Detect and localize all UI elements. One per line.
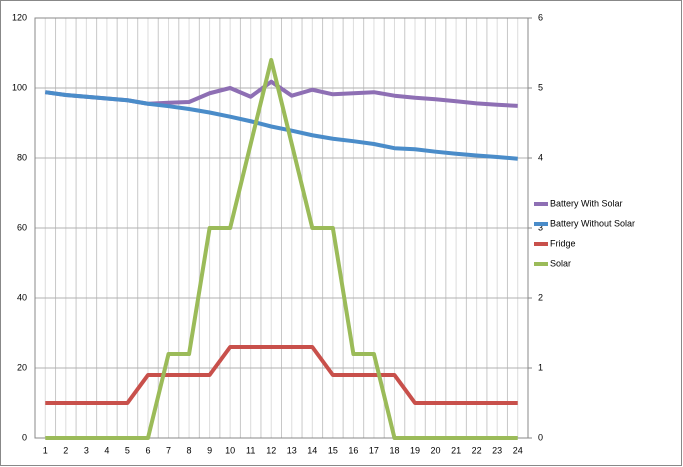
x-tick-label: 1 <box>43 445 48 455</box>
y-tick-label: 80 <box>17 152 27 162</box>
y2-tick-label: 5 <box>538 82 543 92</box>
x-tick-label: 19 <box>410 445 420 455</box>
x-tick-label: 24 <box>513 445 523 455</box>
plot-area <box>34 17 529 439</box>
legend-label: Battery Without Solar <box>550 218 635 228</box>
x-tick-label: 18 <box>389 445 399 455</box>
series-line <box>45 90 518 161</box>
x-tick-label: 10 <box>225 445 235 455</box>
series-line <box>45 58 518 440</box>
x-tick-label: 21 <box>451 445 461 455</box>
y-tick-label: 0 <box>22 432 27 442</box>
x-tick-label: 3 <box>84 445 89 455</box>
y-tick-label: 40 <box>17 292 27 302</box>
x-tick-label: 13 <box>287 445 297 455</box>
x-tick-label: 6 <box>145 445 150 455</box>
x-tick-label: 9 <box>207 445 212 455</box>
series-line <box>45 345 518 405</box>
y2-tick-label: 1 <box>538 362 543 372</box>
legend-label: Solar <box>550 258 571 268</box>
x-tick-label: 2 <box>63 445 68 455</box>
x-tick-label: 14 <box>307 445 317 455</box>
x-tick-label: 20 <box>431 445 441 455</box>
x-tick-label: 22 <box>472 445 482 455</box>
x-tick-label: 16 <box>348 445 358 455</box>
x-tick-label: 8 <box>187 445 192 455</box>
x-tick-label: 11 <box>246 445 255 455</box>
y-tick-label: 100 <box>12 82 27 92</box>
x-tick-label: 17 <box>369 445 379 455</box>
x-tick-label: 15 <box>328 445 338 455</box>
y2-tick-label: 2 <box>538 292 543 302</box>
y-tick-label: 60 <box>17 222 27 232</box>
x-tick-label: 23 <box>492 445 502 455</box>
x-tick-label: 12 <box>266 445 276 455</box>
y-tick-label: 120 <box>12 12 27 22</box>
x-tick-label: 4 <box>104 445 109 455</box>
legend-label: Fridge <box>550 238 576 248</box>
y2-tick-label: 6 <box>538 12 543 22</box>
y2-tick-label: 4 <box>538 152 543 162</box>
legend-label: Battery With Solar <box>550 198 623 208</box>
x-tick-label: 5 <box>125 445 130 455</box>
x-tick-label: 7 <box>166 445 171 455</box>
y2-tick-label: 0 <box>538 432 543 442</box>
y-tick-label: 20 <box>17 362 27 372</box>
y2-tick-label: 3 <box>538 222 543 232</box>
